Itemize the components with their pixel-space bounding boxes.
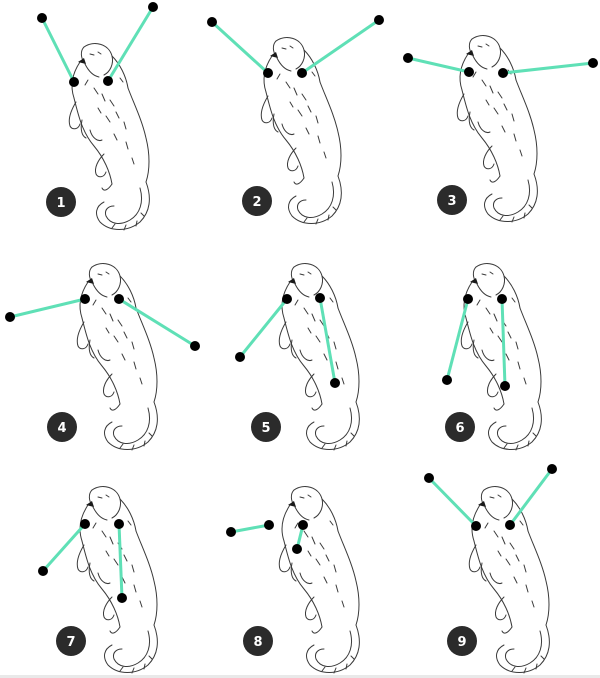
animal-sketch xyxy=(76,486,158,674)
right-arm-line xyxy=(106,6,155,82)
panel-number: 1 xyxy=(56,196,65,211)
panel-badge xyxy=(447,626,477,656)
panel-1: 1 xyxy=(37,2,158,231)
right-arm-line xyxy=(117,523,124,599)
right-shoulder-joint xyxy=(315,293,325,303)
right-hand-joint xyxy=(588,58,598,68)
right-arm-line xyxy=(508,468,554,526)
left-hand-joint xyxy=(5,312,15,322)
left-arm-line xyxy=(445,298,470,381)
panel-badge xyxy=(56,626,86,656)
left-arm-line xyxy=(210,20,270,75)
animal-sketch xyxy=(76,263,158,451)
right-hand-joint xyxy=(330,378,340,388)
panel-number: 5 xyxy=(261,421,270,436)
right-hand-joint xyxy=(374,15,384,25)
left-hand-joint xyxy=(442,375,452,385)
right-hand-joint xyxy=(547,464,557,474)
right-shoulder-joint xyxy=(505,520,515,530)
left-shoulder-joint xyxy=(80,294,90,304)
panel-number: 4 xyxy=(57,421,66,436)
left-hand-joint xyxy=(37,13,47,23)
right-arm-line xyxy=(301,18,380,75)
animal-sketch xyxy=(278,486,360,674)
panel-5: 5 xyxy=(235,263,360,451)
left-hand-joint xyxy=(424,473,434,483)
panel-number: 7 xyxy=(66,635,75,650)
left-hand-joint xyxy=(226,527,236,537)
panel-badge xyxy=(242,186,272,216)
right-shoulder-joint xyxy=(114,294,124,304)
panel-badge xyxy=(46,187,76,217)
left-shoulder-joint xyxy=(80,519,90,529)
panel-7: 7 xyxy=(38,486,158,674)
panel-badge xyxy=(243,626,273,656)
right-hand-joint xyxy=(500,381,510,391)
left-arm-line xyxy=(230,523,270,534)
right-hand-joint xyxy=(117,593,127,603)
left-shoulder-joint xyxy=(471,521,481,531)
left-arm-line xyxy=(427,476,478,528)
left-shoulder-joint xyxy=(69,77,79,87)
panel-number: 8 xyxy=(253,635,262,650)
animal-sketch xyxy=(260,37,342,225)
right-arm-line xyxy=(118,297,196,348)
panel-4: 4 xyxy=(5,263,200,451)
right-hand-joint xyxy=(190,341,200,351)
panel-badge xyxy=(251,412,281,442)
panel-6: 6 xyxy=(442,263,542,451)
right-arm-line xyxy=(318,297,337,384)
left-arm-line xyxy=(41,523,87,572)
left-hand-joint xyxy=(38,566,48,576)
panel-8: 8 xyxy=(226,486,360,674)
panel-9: 9 xyxy=(424,464,557,674)
left-shoulder-joint xyxy=(282,294,292,304)
panel-number: 3 xyxy=(447,194,456,209)
left-hand-joint xyxy=(403,53,413,63)
right-hand-joint xyxy=(292,544,302,554)
left-shoulder-joint xyxy=(463,294,473,304)
left-shoulder-joint xyxy=(263,68,273,78)
right-hand-joint xyxy=(148,2,158,12)
panel-number: 2 xyxy=(252,195,261,210)
panel-badge xyxy=(445,412,475,442)
panel-badge xyxy=(47,412,77,442)
right-shoulder-joint xyxy=(498,68,508,78)
left-arm-line xyxy=(9,297,86,319)
panel-2: 2 xyxy=(207,15,384,225)
animal-sketch xyxy=(456,35,538,223)
right-shoulder-joint xyxy=(298,520,308,530)
panel-number: 6 xyxy=(455,421,464,436)
left-arm-line xyxy=(40,17,76,83)
right-shoulder-joint xyxy=(297,68,307,78)
right-shoulder-joint xyxy=(114,519,124,529)
left-hand-joint xyxy=(207,17,217,27)
animal-sketch xyxy=(468,486,550,674)
left-hand-joint xyxy=(235,352,245,362)
left-arm-line xyxy=(407,56,470,74)
right-shoulder-joint xyxy=(497,294,507,304)
right-arm-line xyxy=(502,61,594,75)
animal-sketch xyxy=(68,43,150,231)
left-shoulder-joint xyxy=(464,67,474,77)
animal-sketch xyxy=(278,263,360,451)
right-arm-line xyxy=(500,298,507,387)
left-shoulder-joint xyxy=(264,520,274,530)
panel-number: 9 xyxy=(457,635,466,650)
right-shoulder-joint xyxy=(103,76,113,86)
panel-badge xyxy=(437,185,467,215)
panel-3: 3 xyxy=(403,35,598,223)
bottom-divider xyxy=(0,675,600,678)
left-arm-line xyxy=(238,298,289,358)
